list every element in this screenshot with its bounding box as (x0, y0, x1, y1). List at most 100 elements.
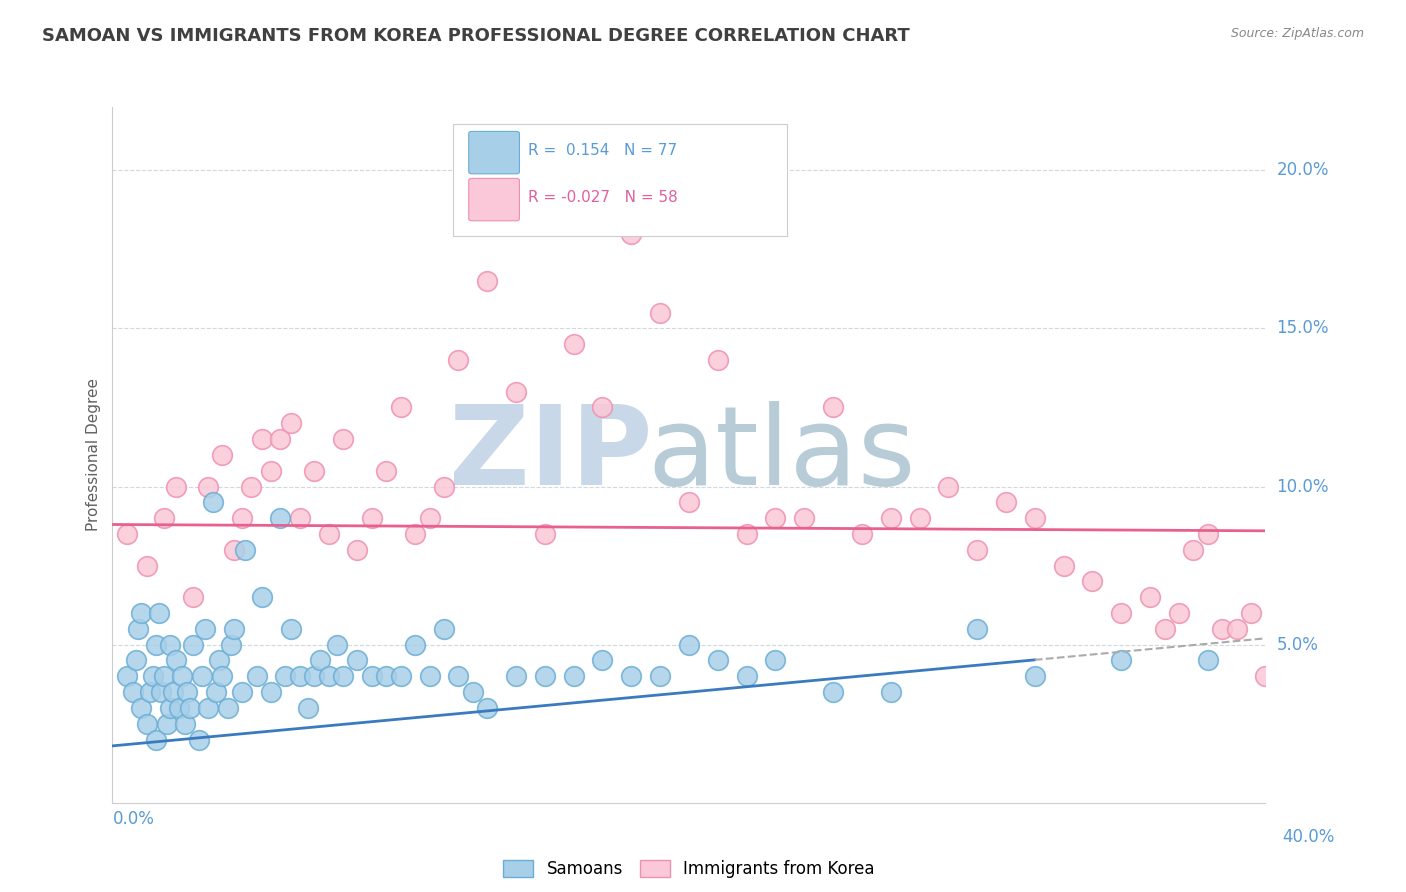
Text: atlas: atlas (647, 401, 915, 508)
Point (181, 638, 204, 652)
Point (260, 464, 283, 478)
Text: SAMOAN VS IMMIGRANTS FROM KOREA PROFESSIONAL DEGREE CORRELATION CHART: SAMOAN VS IMMIGRANTS FROM KOREA PROFESSI… (42, 27, 910, 45)
Point (274, 669, 297, 683)
Point (179, 701, 201, 715)
Text: 0.0%: 0.0% (112, 810, 155, 828)
Point (1197, 527, 1219, 541)
Point (1024, 511, 1046, 525)
Point (332, 669, 354, 683)
Point (197, 479, 219, 493)
Point (678, 638, 700, 652)
Point (1182, 542, 1205, 557)
Point (150, 685, 173, 699)
Point (181, 591, 204, 605)
Point (202, 495, 225, 509)
Point (389, 669, 412, 683)
Point (966, 542, 988, 557)
Point (505, 669, 527, 683)
Point (419, 511, 441, 525)
Point (389, 401, 412, 415)
Point (821, 685, 844, 699)
Point (239, 479, 262, 493)
Point (648, 669, 672, 683)
Point (1111, 653, 1133, 667)
Point (678, 495, 700, 509)
Point (197, 701, 219, 715)
Point (269, 432, 291, 446)
Point (153, 669, 176, 683)
Point (880, 685, 903, 699)
Point (533, 669, 555, 683)
Point (159, 638, 181, 652)
Point (115, 527, 138, 541)
Point (908, 511, 931, 525)
Point (1153, 622, 1175, 636)
Y-axis label: Professional Degree: Professional Degree (86, 378, 101, 532)
Text: 5.0%: 5.0% (1277, 636, 1319, 654)
Point (129, 606, 153, 620)
Point (706, 353, 728, 368)
Point (167, 701, 190, 715)
Text: 40.0%: 40.0% (1282, 828, 1334, 846)
Point (222, 542, 245, 557)
Point (159, 701, 181, 715)
Point (162, 685, 184, 699)
Point (260, 685, 283, 699)
Point (765, 511, 787, 525)
Point (191, 669, 214, 683)
Point (269, 511, 291, 525)
Point (533, 527, 555, 541)
Point (821, 401, 844, 415)
Point (433, 622, 456, 636)
Point (252, 591, 274, 605)
Text: R =  0.154   N = 77: R = 0.154 N = 77 (527, 144, 676, 159)
Point (1167, 606, 1189, 620)
Point (124, 653, 146, 667)
FancyBboxPatch shape (468, 178, 519, 221)
Point (136, 558, 159, 573)
Text: 10.0%: 10.0% (1277, 477, 1329, 496)
Point (145, 732, 167, 747)
Point (297, 701, 319, 715)
Point (326, 638, 349, 652)
Point (165, 479, 187, 493)
Point (592, 401, 614, 415)
Point (735, 527, 758, 541)
Point (1211, 622, 1233, 636)
Point (156, 716, 179, 731)
Text: 15.0%: 15.0% (1277, 319, 1329, 337)
Point (505, 384, 527, 399)
Point (304, 464, 326, 478)
Point (346, 542, 368, 557)
Point (375, 669, 398, 683)
Point (219, 638, 242, 652)
Point (1197, 653, 1219, 667)
Point (170, 669, 193, 683)
Point (433, 479, 456, 493)
Point (1052, 558, 1074, 573)
Point (233, 542, 256, 557)
Point (995, 495, 1018, 509)
Point (404, 527, 426, 541)
Point (346, 653, 368, 667)
Point (176, 685, 198, 699)
Point (222, 622, 245, 636)
Point (562, 669, 585, 683)
Point (620, 669, 643, 683)
Point (1254, 669, 1277, 683)
Point (318, 669, 340, 683)
Point (139, 685, 162, 699)
Point (1139, 591, 1161, 605)
Text: 20.0%: 20.0% (1277, 161, 1329, 179)
Point (360, 669, 382, 683)
Point (880, 511, 903, 525)
Point (115, 669, 138, 683)
Point (765, 653, 787, 667)
Point (129, 701, 153, 715)
Point (173, 716, 195, 731)
Legend: Samoans, Immigrants from Korea: Samoans, Immigrants from Korea (496, 854, 882, 885)
Text: ZIP: ZIP (449, 401, 652, 508)
FancyBboxPatch shape (453, 124, 787, 235)
Point (475, 701, 498, 715)
Point (245, 669, 267, 683)
